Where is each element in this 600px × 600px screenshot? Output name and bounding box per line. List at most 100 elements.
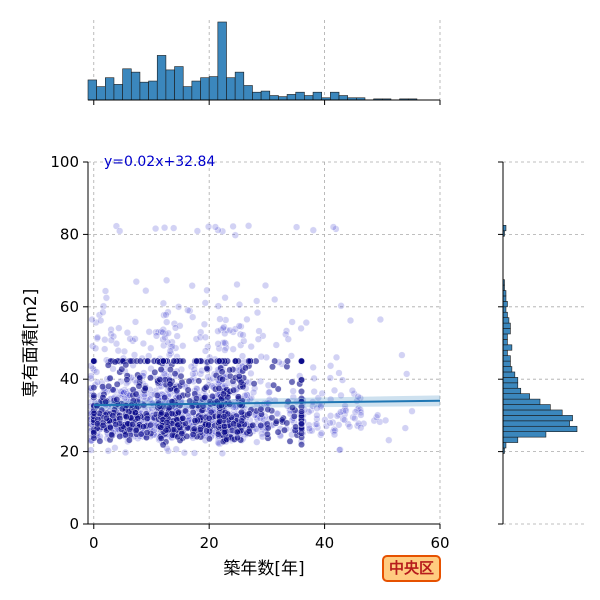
scatter-point <box>101 336 109 344</box>
scatter-point <box>123 329 132 337</box>
scatter-point <box>139 339 148 348</box>
y-hist-bar <box>502 333 508 340</box>
x-hist-bar <box>148 80 158 101</box>
scatter-point <box>165 351 174 359</box>
scatter-point <box>220 323 228 331</box>
scatter-point <box>331 426 339 435</box>
scatter-point <box>181 407 189 415</box>
scatter-point <box>139 423 147 431</box>
scatter-point <box>184 386 192 394</box>
scatter-point <box>245 222 253 230</box>
y-hist-bar <box>502 377 519 384</box>
scatter-point <box>106 374 114 382</box>
scatter-point <box>126 335 134 343</box>
scatter-point <box>113 396 121 403</box>
scatter-point <box>118 387 127 396</box>
scatter-point <box>257 353 265 361</box>
scatter-point <box>261 281 270 290</box>
scatter-point <box>113 380 121 388</box>
scatter-point <box>104 361 112 369</box>
scatter-point <box>178 430 186 437</box>
x-hist-bar <box>269 95 279 101</box>
scatter-point <box>201 333 210 341</box>
x-hist-bar <box>156 55 167 101</box>
scatter-point <box>234 434 241 442</box>
scatter-point <box>237 341 245 349</box>
scatter-point <box>114 347 122 355</box>
scatter-point <box>346 423 354 431</box>
scatter-point <box>93 333 102 342</box>
scatter-point <box>290 412 298 420</box>
scatter-point <box>243 315 251 324</box>
scatter-point <box>189 409 197 416</box>
scatter-point <box>255 327 263 335</box>
scatter-point <box>310 388 318 396</box>
x-hist-bar <box>312 91 323 101</box>
y-hist-bar <box>502 382 519 389</box>
x-hist-bar <box>122 68 132 101</box>
x-tick-label: 20 <box>200 534 219 552</box>
y-hist-bar <box>502 436 519 443</box>
scatter-point <box>122 361 130 369</box>
scatter-point <box>223 435 231 443</box>
scatter-point <box>353 406 361 414</box>
scatter-point <box>219 390 227 398</box>
scatter-point <box>134 414 142 422</box>
scatter-point <box>221 428 228 436</box>
scatter-point <box>92 318 100 327</box>
scatter-point <box>94 420 101 428</box>
scatter-point <box>147 374 154 382</box>
scatter-point <box>120 347 129 356</box>
scatter-point <box>144 357 152 365</box>
scatter-point <box>287 352 296 360</box>
scatter-point <box>298 408 305 415</box>
x-tick-label: 60 <box>430 534 449 552</box>
scatter-point <box>128 421 136 428</box>
scatter-point <box>201 299 209 307</box>
scatter-point <box>203 364 211 372</box>
scatter-point <box>238 417 246 425</box>
scatter-point <box>104 447 112 455</box>
scatter-point <box>376 315 385 324</box>
scatter-point <box>271 295 279 304</box>
scatter-point <box>253 438 261 446</box>
scatter-point <box>132 278 140 286</box>
scatter-point <box>118 365 126 373</box>
scatter-point <box>196 333 204 341</box>
scatter-point <box>308 427 316 435</box>
scatter-point <box>189 431 197 438</box>
scatter-point <box>215 344 223 353</box>
scatter-point <box>372 413 381 421</box>
scatter-point <box>265 388 274 396</box>
x-tick-label: 40 <box>315 534 334 552</box>
y-hist-bar <box>502 301 508 308</box>
scatter-point <box>108 431 116 439</box>
scatter-point <box>99 421 107 429</box>
scatter-point <box>173 332 181 340</box>
scatter-point <box>163 418 171 426</box>
scatter-point <box>338 376 347 384</box>
scatter-points <box>87 222 416 457</box>
scatter-point <box>218 368 226 376</box>
scatter-point <box>157 423 165 431</box>
scatter-point <box>335 369 343 377</box>
scatter-point <box>336 446 344 454</box>
ward-badge: 中央区 <box>382 555 442 582</box>
scatter-point <box>309 363 317 372</box>
scatter-point <box>233 428 241 436</box>
scatter-point <box>131 409 139 416</box>
scatter-point <box>99 383 107 391</box>
scatter-point <box>231 231 239 239</box>
scatter-point <box>125 436 133 444</box>
scatter-point <box>90 409 98 417</box>
scatter-point <box>187 363 196 371</box>
y-hist-bar <box>502 317 510 324</box>
x-hist-bar <box>200 77 210 101</box>
scatter-point <box>101 287 110 295</box>
scatter-point <box>202 383 210 391</box>
scatter-point <box>131 335 139 343</box>
scatter-point <box>222 316 230 324</box>
scatter-point <box>330 425 338 434</box>
scatter-point <box>269 363 276 371</box>
scatter-point <box>161 224 169 232</box>
